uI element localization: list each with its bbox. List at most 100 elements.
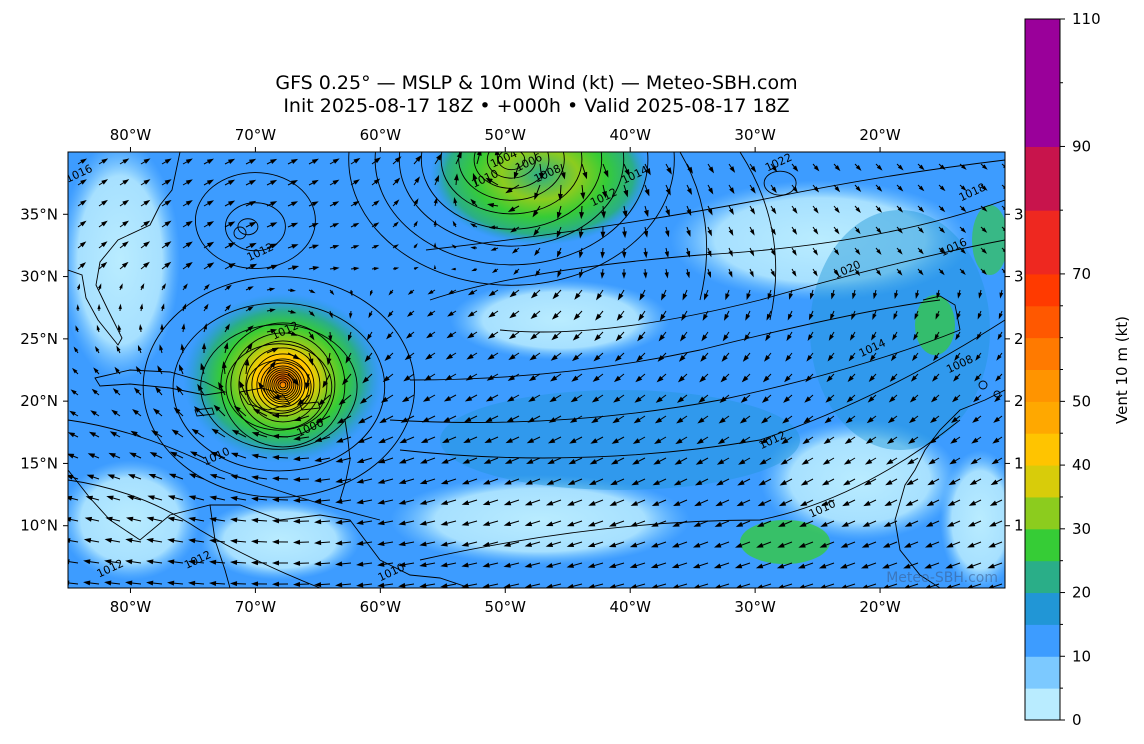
wind-arrow xyxy=(630,583,646,588)
wind-arrow xyxy=(992,436,1003,444)
wind-arrow xyxy=(176,385,184,396)
wind-arrow xyxy=(398,520,415,526)
wind-arrow xyxy=(959,163,967,170)
wind-arrow xyxy=(770,247,776,257)
colorbar-tick-label: 90 xyxy=(1072,137,1091,155)
wind-arrow xyxy=(245,286,254,291)
wind-arrow xyxy=(780,457,793,465)
wind-arrow xyxy=(833,184,841,193)
wind-arrow xyxy=(686,205,692,216)
isobar-ring xyxy=(194,172,316,269)
wind-arrow xyxy=(770,226,776,236)
wind-arrow xyxy=(621,268,627,279)
wind-arrow xyxy=(510,226,520,233)
wind-arrow xyxy=(203,323,207,333)
wind-arrow xyxy=(193,406,205,417)
wind-arrow xyxy=(467,289,478,296)
wind-arrow xyxy=(287,201,299,207)
wind-arrow xyxy=(904,520,919,527)
wind-arrow xyxy=(896,205,904,213)
wind-arrow xyxy=(600,268,605,279)
wind-arrow xyxy=(272,476,289,482)
wind-arrow xyxy=(111,409,121,417)
wind-arrow xyxy=(847,373,856,383)
wind-speed-field xyxy=(68,152,1005,588)
wind-arrow xyxy=(702,310,709,321)
wind-arrow xyxy=(272,454,289,460)
wind-arrow xyxy=(485,177,499,186)
wind-arrow xyxy=(451,244,457,249)
wind-arrow xyxy=(94,346,100,354)
wind-arrow xyxy=(950,436,961,444)
wind-arrow xyxy=(672,499,688,507)
wind-arrow xyxy=(398,499,415,505)
wind-arrow xyxy=(336,415,352,424)
wind-arrow xyxy=(869,352,877,362)
wind-arrow xyxy=(938,247,945,255)
wind-arrow xyxy=(791,247,797,256)
wind-arrow xyxy=(673,478,688,486)
wind-arrow xyxy=(413,266,419,270)
wind-arrow xyxy=(308,158,319,165)
wind-arrow xyxy=(490,247,499,251)
wind-arrow xyxy=(293,476,310,482)
wind-arrow xyxy=(314,519,331,525)
wind-arrow xyxy=(93,367,100,375)
wind-arrow xyxy=(928,457,940,465)
wind-arrow xyxy=(717,436,730,445)
wind-arrow xyxy=(833,205,840,214)
wind-arrow xyxy=(938,163,946,171)
wind-arrow xyxy=(293,415,310,422)
wind-arrow xyxy=(931,373,940,382)
wind-arrow xyxy=(608,520,625,527)
wind-arrow xyxy=(787,310,793,321)
wind-arrow xyxy=(630,520,646,527)
wind-arrow xyxy=(287,331,298,336)
wind-arrow xyxy=(392,156,402,165)
wind-arrow xyxy=(119,261,129,270)
wind-arrow xyxy=(221,360,227,375)
wind-arrow xyxy=(629,562,646,569)
wind-arrow xyxy=(812,205,819,214)
wind-arrow xyxy=(643,268,648,279)
isobar-line xyxy=(399,319,1005,459)
wind-arrow xyxy=(203,221,215,228)
wind-arrow xyxy=(636,352,646,362)
wind-arrow xyxy=(863,499,877,507)
wind-arrow xyxy=(728,163,736,173)
isobar-ring xyxy=(277,379,289,391)
wind-arrow xyxy=(757,499,772,507)
wind-arrow xyxy=(508,352,520,361)
wind-arrow xyxy=(527,415,541,423)
wind-arrow xyxy=(545,520,562,527)
wind-arrow xyxy=(738,436,751,445)
wind-arrow xyxy=(873,289,878,300)
wind-arrow xyxy=(308,222,319,228)
wind-arrow xyxy=(413,176,420,186)
wind-arrow xyxy=(875,163,883,171)
wind-arrow xyxy=(854,205,861,214)
wind-arrow xyxy=(239,380,247,396)
wind-arrow xyxy=(161,220,172,228)
wind-arrow xyxy=(755,562,772,569)
wind-arrow xyxy=(550,373,562,382)
wind-arrow xyxy=(980,163,988,170)
wind-arrow xyxy=(287,352,301,360)
wind-arrow xyxy=(404,352,415,361)
isobar-line xyxy=(68,419,381,521)
wind-arrow xyxy=(812,268,818,277)
wind-arrow xyxy=(119,283,123,291)
wind-arrow xyxy=(405,331,415,339)
isobar-ring xyxy=(763,170,797,196)
wind-arrow xyxy=(161,241,172,249)
wind-arrow xyxy=(104,537,121,543)
wind-arrow xyxy=(98,158,109,165)
wind-arrow xyxy=(884,499,898,507)
wind-arrow xyxy=(782,415,793,424)
lat-label-right: 1 xyxy=(1014,454,1024,472)
wind-arrow xyxy=(245,179,257,186)
wind-arrow xyxy=(574,289,583,300)
wind-arrow xyxy=(350,157,361,165)
wind-arrow xyxy=(608,583,625,588)
isobar-ring xyxy=(265,367,301,403)
